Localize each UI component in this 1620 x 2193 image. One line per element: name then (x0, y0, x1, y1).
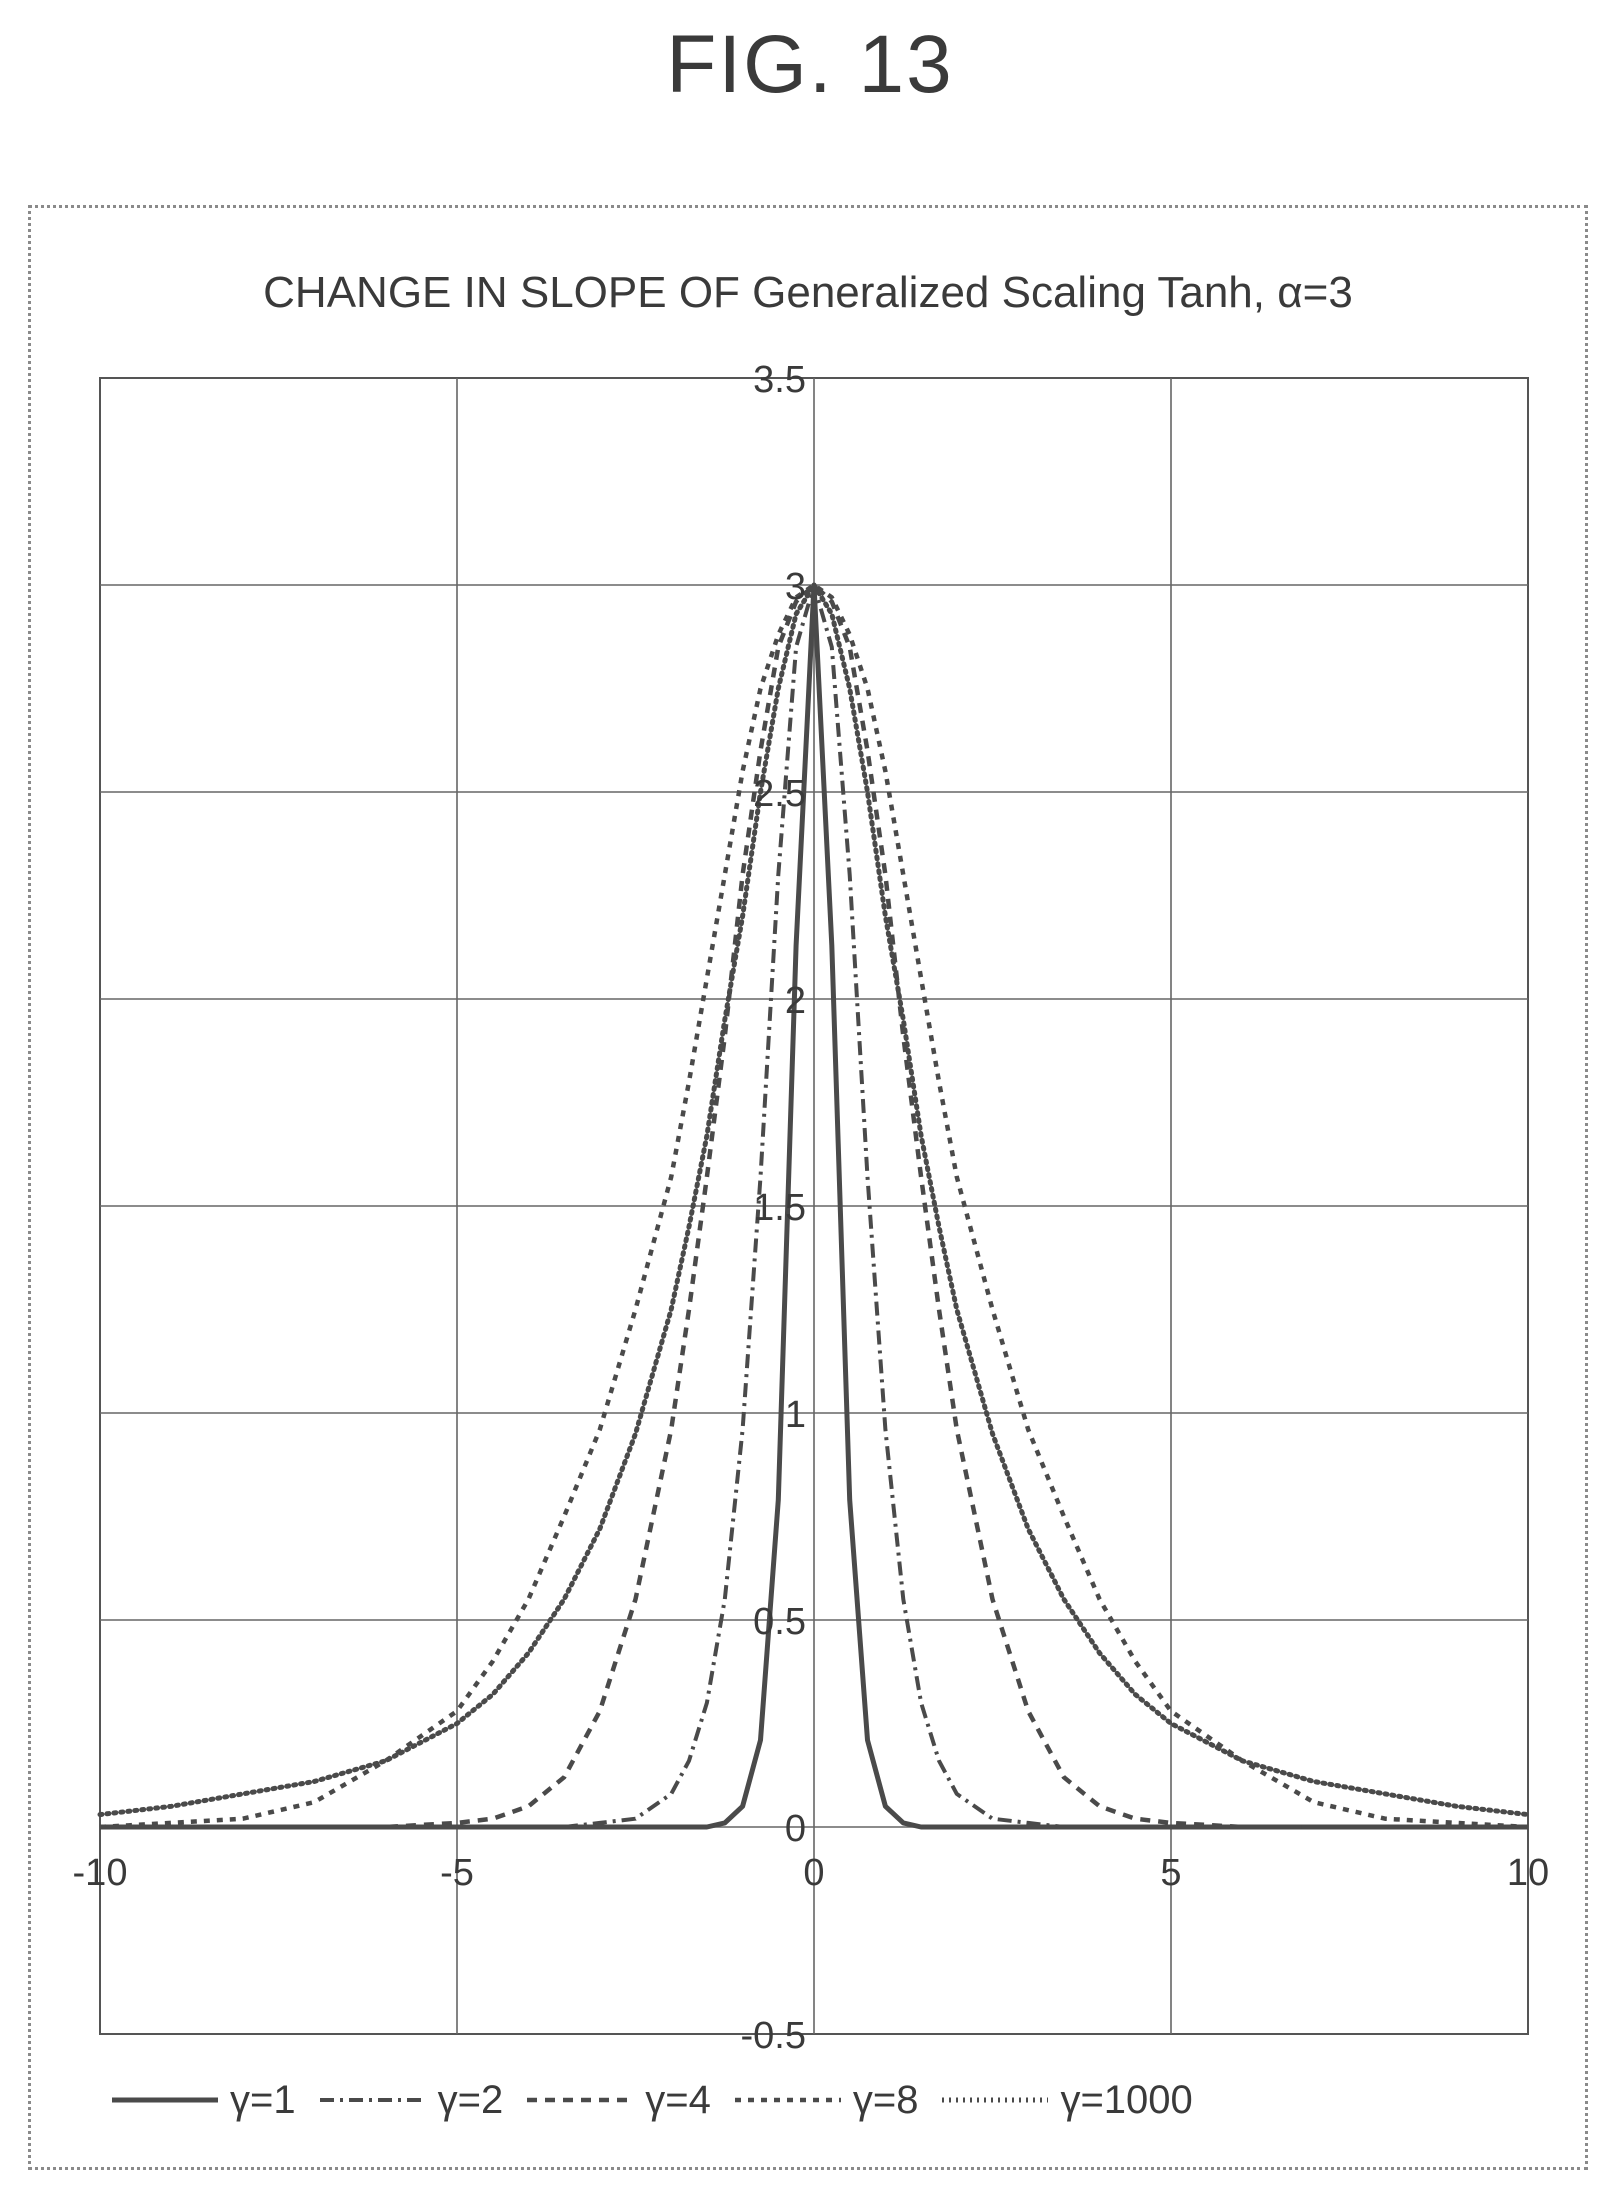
legend-swatch (319, 2098, 426, 2102)
x-tick-label: -10 (73, 1852, 128, 1894)
y-tick-label: 3.5 (753, 359, 806, 401)
y-tick-label: 0 (785, 1808, 806, 1850)
legend-swatch (527, 2097, 634, 2103)
legend-swatch (734, 2097, 841, 2103)
chart-title: CHANGE IN SLOPE OF Generalized Scaling T… (263, 268, 1353, 317)
tick-layer: -0.5 0 0.5 1 1.5 2 2.5 3 3.5 -10 -5 0 5 10 (73, 359, 1550, 2057)
legend-item: γ=1 (110, 2078, 296, 2123)
legend-item: γ=2 (318, 2077, 504, 2123)
y-tick-label: -0.5 (741, 2015, 806, 2057)
y-tick-label: 0.5 (753, 1601, 806, 1643)
series-layer (97, 582, 1531, 1830)
legend-swatch (942, 2097, 1049, 2103)
y-tick-label: 2 (785, 980, 806, 1022)
y-tick-label: 1.5 (753, 1187, 806, 1229)
legend-label: γ=8 (852, 2077, 919, 2122)
legend-label: γ=4 (645, 2077, 711, 2122)
series-line-5 (97, 582, 1531, 1818)
figure-label: FIG. 13 (666, 19, 954, 110)
series-line-3 (100, 582, 1528, 1830)
y-tick-label: 3 (785, 566, 806, 608)
legend-item: γ=1000 (940, 2077, 1193, 2123)
y-tick-label: 2.5 (753, 773, 806, 815)
legend-label: γ=1 (230, 2077, 296, 2122)
y-tick-label: 1 (785, 1394, 806, 1436)
x-tick-label: 10 (1507, 1852, 1549, 1894)
chart-frame (28, 205, 1588, 2170)
legend-item: γ=8 (733, 2077, 919, 2123)
legend: γ=1 γ=2 γ=4 γ=8 γ=1000 (110, 2070, 1530, 2130)
x-tick-label: 0 (803, 1852, 824, 1894)
x-tick-label: 5 (1160, 1852, 1181, 1894)
legend-label: γ=1000 (1060, 2077, 1193, 2122)
legend-swatch (112, 2097, 218, 2103)
x-tick-label: -5 (440, 1852, 474, 1894)
series-line-4 (99, 582, 1529, 1830)
legend-item: γ=4 (525, 2078, 711, 2123)
legend-label: γ=2 (437, 2077, 504, 2122)
